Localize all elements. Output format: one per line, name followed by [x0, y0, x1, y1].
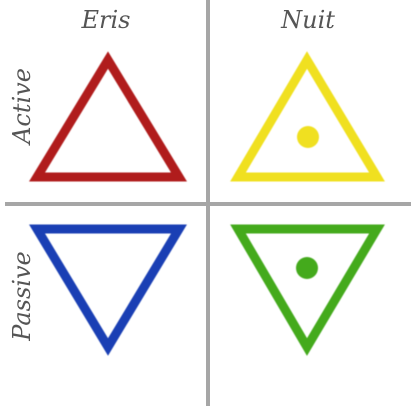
nuit-passive-dot-icon — [296, 257, 318, 279]
column-label-eris: Eris — [81, 6, 131, 34]
eris-passive-triangle-icon — [29, 224, 187, 356]
nuit-passive-triangle-icon — [230, 224, 385, 356]
horizontal-divider — [5, 202, 411, 206]
column-label-nuit: Nuit — [281, 6, 335, 34]
nuit-active-triangle-icon — [230, 51, 385, 182]
nuit-active-dot-icon — [297, 126, 319, 148]
eris-active-triangle-icon — [29, 51, 187, 182]
